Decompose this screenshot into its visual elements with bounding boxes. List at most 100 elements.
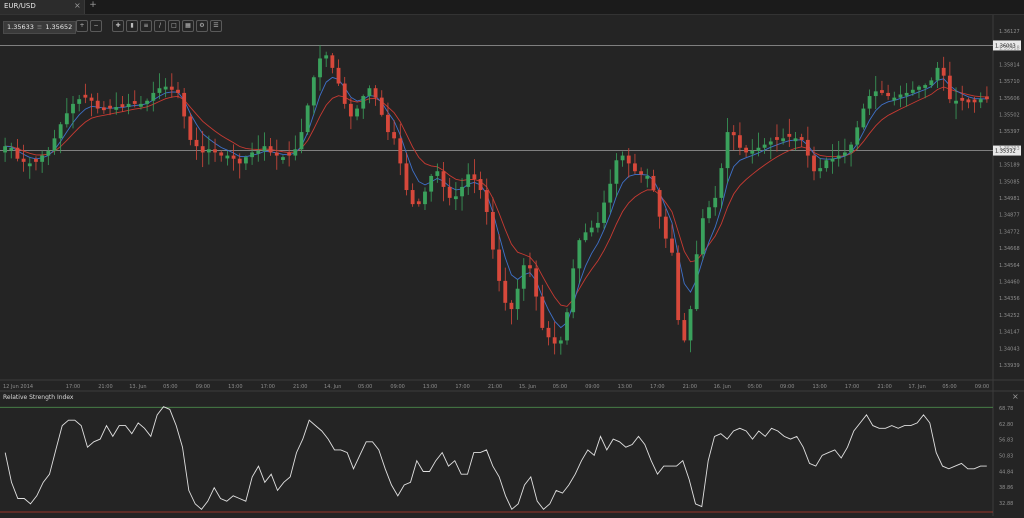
indicators-icon[interactable]: ≡ <box>140 20 152 32</box>
candle-body <box>898 94 903 98</box>
candle <box>176 82 180 99</box>
candle-body <box>768 141 773 145</box>
candle-body <box>262 146 267 151</box>
candle-body <box>108 105 112 109</box>
time-tick-label: 17:00 <box>261 384 275 390</box>
price-flag <box>993 40 1021 51</box>
candle-body <box>657 190 662 217</box>
candle-body <box>707 207 711 219</box>
chart-toolbar: + − ✚ ▮ ≡ / □ ▦ ⚙ ☰ <box>76 20 222 32</box>
candle <box>398 123 403 176</box>
price-tick-label: 1.35397 <box>999 129 1020 135</box>
candle <box>972 97 977 113</box>
candle-body <box>725 132 730 169</box>
candle <box>472 159 477 194</box>
candle <box>534 260 539 311</box>
plus-icon[interactable]: + <box>89 0 97 10</box>
candle-body <box>361 96 366 109</box>
candle-body <box>163 86 168 90</box>
crosshair-icon[interactable]: ✚ <box>112 20 124 32</box>
candle-body <box>237 158 242 164</box>
properties-icon[interactable]: ☰ <box>210 20 222 32</box>
candle <box>614 153 619 198</box>
candle-body <box>509 302 514 310</box>
candle <box>941 56 946 91</box>
candle <box>287 141 292 167</box>
candle <box>330 53 335 74</box>
candle <box>108 99 112 116</box>
candle <box>139 95 143 110</box>
candle <box>46 147 51 166</box>
candle-body <box>423 191 427 205</box>
candle-body <box>281 157 285 160</box>
candle <box>509 300 514 325</box>
candle-body <box>521 265 526 289</box>
candle <box>243 155 248 171</box>
candle <box>497 234 502 292</box>
time-tick-label: 16. Jun <box>714 384 731 390</box>
rsi-line <box>4 406 987 511</box>
candle <box>546 321 551 346</box>
price-tick-label: 1.34668 <box>999 246 1020 252</box>
candle-body <box>793 138 798 142</box>
bar-style-icon[interactable]: ▮ <box>126 20 138 32</box>
time-tick-label: 13. Jun <box>129 384 146 390</box>
price-tick-label: 1.35502 <box>999 113 1020 119</box>
candle <box>663 208 668 248</box>
candle-body <box>805 139 810 156</box>
candle-body <box>719 168 724 198</box>
candle <box>947 61 952 104</box>
candle <box>225 150 230 166</box>
candle <box>818 157 823 179</box>
candle-body <box>812 155 816 172</box>
candle-body <box>330 55 335 68</box>
candle <box>657 187 662 229</box>
candle <box>812 146 816 181</box>
candle <box>268 137 273 156</box>
tab-eurusd[interactable]: EUR/USD × <box>0 0 85 14</box>
price-tick-label: 1.35189 <box>999 163 1020 169</box>
candle-body <box>404 163 409 191</box>
candle-body <box>972 99 977 103</box>
candle <box>929 77 934 88</box>
zoom-in-icon[interactable]: + <box>76 20 88 32</box>
candle <box>77 94 82 112</box>
candle <box>429 173 434 202</box>
candle <box>886 84 891 100</box>
candle <box>274 139 279 170</box>
settings-icon[interactable]: ⚙ <box>196 20 208 32</box>
candle <box>392 120 397 145</box>
candle <box>960 85 965 111</box>
close-icon[interactable]: × <box>74 1 81 10</box>
candle-body <box>620 155 625 161</box>
candle-body <box>484 190 489 212</box>
price-tick-label: 1.34981 <box>999 196 1020 202</box>
candle-body <box>676 252 681 321</box>
close-icon[interactable]: × <box>1012 392 1019 401</box>
time-tick-label: 12 Jun 2014 <box>3 384 33 390</box>
fullscreen-icon[interactable]: □ <box>168 20 180 32</box>
candle-body <box>917 86 921 90</box>
price-tick-label: 1.34460 <box>999 280 1020 286</box>
candle-body <box>960 97 965 101</box>
template-icon[interactable]: ▦ <box>182 20 194 32</box>
candle <box>842 138 847 164</box>
candle <box>676 245 681 325</box>
candle <box>855 120 860 150</box>
time-tick-label: 14. Jun <box>324 384 341 390</box>
candle <box>750 139 755 164</box>
drawing-icon[interactable]: / <box>154 20 166 32</box>
time-tick-label: 17:00 <box>455 384 469 390</box>
candle <box>756 132 761 157</box>
zoom-out-icon[interactable]: − <box>90 20 102 32</box>
candle <box>670 224 674 256</box>
candle-body <box>713 197 718 208</box>
candle-body <box>169 86 174 90</box>
time-tick-label: 17:00 <box>650 384 664 390</box>
candle <box>299 118 304 154</box>
menu-icon[interactable]: ≡ <box>36 23 43 31</box>
candle-body <box>750 150 755 154</box>
candle-body <box>114 107 119 110</box>
candle <box>558 336 563 355</box>
